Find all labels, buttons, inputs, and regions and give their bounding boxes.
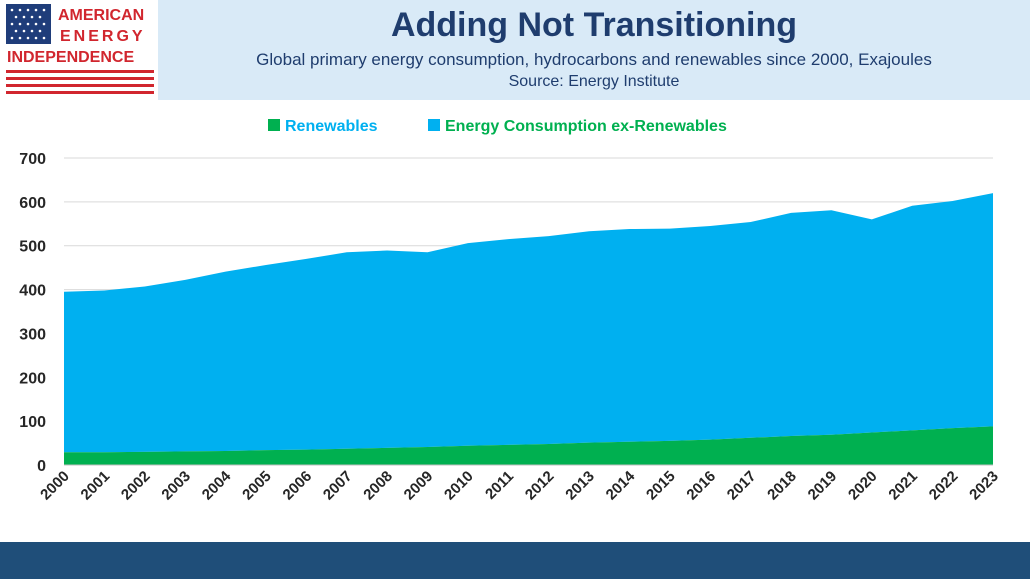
y-tick-label: 200: [19, 370, 46, 387]
x-tick-label: 2023: [966, 468, 1002, 504]
logo-line-3: INDEPENDENCE: [7, 49, 134, 66]
x-tick-label: 2007: [320, 468, 356, 504]
plot-areas: [64, 193, 993, 465]
legend-swatch-renewables: [268, 119, 280, 131]
american-energy-independence-logo: AMERICAN ENERGY INDEPENDENCE: [6, 4, 154, 94]
x-tick-label: 2002: [118, 468, 154, 504]
y-tick-label: 100: [19, 414, 46, 431]
x-tick-label: 2001: [78, 468, 114, 504]
y-axis: 0 100 200 300 400 500 600 700: [19, 151, 46, 475]
legend: Renewables Energy Consumption ex-Renewab…: [268, 118, 727, 135]
x-tick-label: 2012: [522, 468, 558, 504]
y-tick-label: 500: [19, 239, 46, 256]
x-tick-label: 2018: [764, 468, 800, 504]
y-tick-label: 600: [19, 195, 46, 212]
y-tick-label: 300: [19, 326, 46, 343]
x-tick-label: 2015: [643, 468, 679, 504]
x-tick-label: 2003: [158, 468, 194, 504]
x-tick-label: 2008: [360, 468, 396, 504]
x-tick-label: 2006: [280, 468, 316, 504]
x-tick-label: 2004: [199, 467, 235, 503]
legend-swatch-ex-renewables: [428, 119, 440, 131]
area-energy-consumption-ex-renewables: [64, 193, 993, 453]
y-tick-label: 0: [37, 458, 46, 475]
x-tick-label: 2022: [926, 468, 962, 504]
y-tick-label: 400: [19, 283, 46, 300]
x-tick-label: 2019: [805, 468, 841, 504]
x-tick-label: 2016: [683, 468, 719, 504]
logo-line-1: AMERICAN: [58, 7, 144, 24]
x-tick-label: 2017: [724, 468, 760, 504]
header: AMERICAN ENERGY INDEPENDENCE Adding Not …: [0, 0, 1030, 100]
title-banner: Adding Not Transitioning Global primary …: [158, 0, 1030, 100]
x-tick-label: 2011: [482, 468, 517, 503]
area-renewables: [64, 426, 993, 465]
chart-source: Source: Energy Institute: [508, 73, 680, 90]
chart-subtitle: Global primary energy consumption, hydro…: [256, 50, 932, 69]
x-tick-label: 2014: [603, 467, 639, 503]
x-tick-label: 2005: [239, 468, 275, 504]
x-tick-label: 2021: [885, 468, 921, 504]
x-tick-label: 2020: [845, 468, 881, 504]
area-chart: Renewables Energy Consumption ex-Renewab…: [19, 118, 1002, 504]
x-tick-label: 2009: [401, 468, 437, 504]
y-tick-label: 700: [19, 151, 46, 168]
logo-line-2: ENERGY: [60, 28, 146, 45]
x-axis: 2000 2001 2002 2003 2004 2005 2006 2007 2008 2009…: [37, 464, 1002, 504]
chart-title: Adding Not Transitioning: [390, 6, 798, 44]
legend-label-ex-renewables: Energy Consumption ex-Renewables: [445, 118, 727, 135]
x-tick-label: 2010: [441, 468, 477, 504]
legend-label-renewables: Renewables: [285, 118, 378, 135]
x-tick-label: 2013: [562, 468, 598, 504]
footer-bar: [0, 542, 1030, 579]
